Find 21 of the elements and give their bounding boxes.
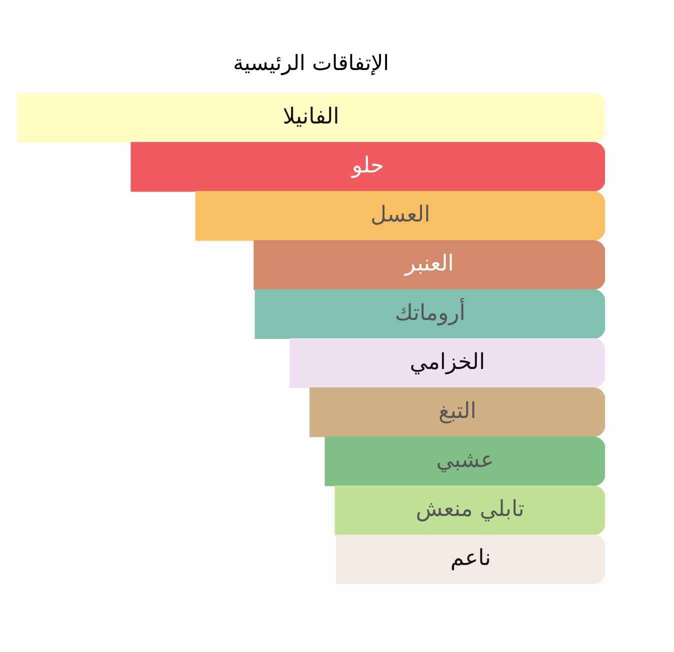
y-tick-label: حلو [350, 154, 384, 179]
y-tick-label: التبغ [438, 398, 476, 424]
y-tick-label: أروماتك [394, 298, 466, 326]
bar [324, 436, 605, 486]
y-tick-label: تابلي منعش [416, 497, 524, 522]
y-tick-label: الخزامي [410, 350, 486, 375]
y-tick-label: العسل [370, 202, 430, 228]
bar [17, 93, 605, 143]
bar [290, 338, 605, 388]
bar [254, 240, 605, 290]
bar [336, 534, 605, 584]
y-tick-label: الفانيلا [282, 104, 340, 130]
bar [309, 387, 605, 438]
y-tick-label: العنبر [404, 252, 454, 277]
chart-title: الإتفاقات الرئيسية [233, 51, 389, 76]
bar [130, 142, 605, 192]
bar [334, 486, 605, 536]
bar [195, 191, 605, 241]
y-tick-label: ناعم [450, 546, 491, 572]
y-tick-label: عشبي [436, 448, 494, 474]
bar [254, 289, 605, 339]
